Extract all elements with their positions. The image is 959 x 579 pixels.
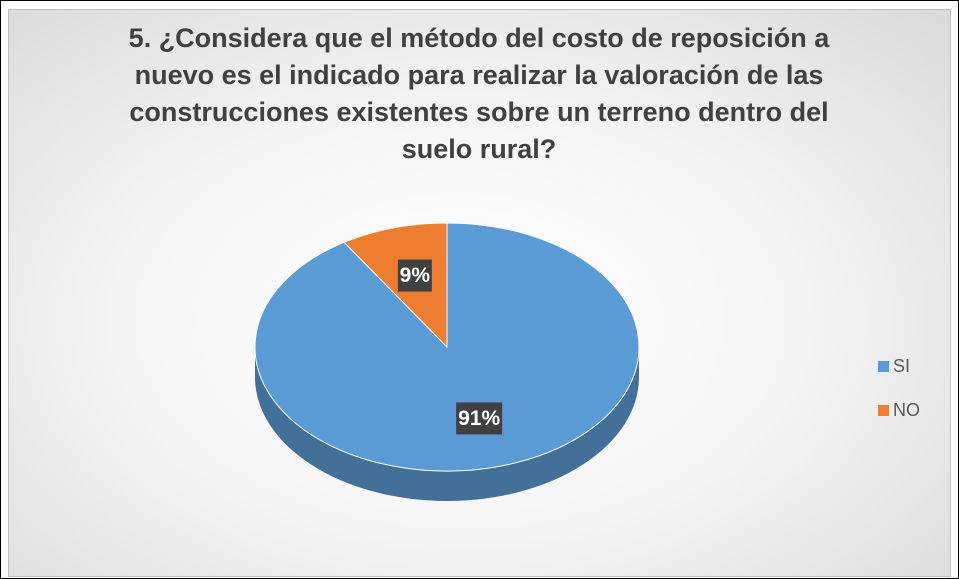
legend-swatch xyxy=(878,405,889,416)
data-label: 91% xyxy=(458,407,500,430)
chart-area: 91% 9% SI NO 5. ¿Considera que el método de… xyxy=(8,9,951,577)
legend-label: SI xyxy=(893,356,910,376)
legend-label: NO xyxy=(893,400,920,420)
data-label-box xyxy=(397,259,432,292)
data-label: 9% xyxy=(400,264,431,287)
chart: 91% 9% SI NO xyxy=(254,222,920,501)
legend-swatch xyxy=(878,361,889,372)
pie-side xyxy=(255,347,639,501)
pie-slice xyxy=(343,222,448,349)
data-label-box xyxy=(456,402,503,435)
chart-title: 5. ¿Considera que el método del costo de… xyxy=(128,23,830,164)
